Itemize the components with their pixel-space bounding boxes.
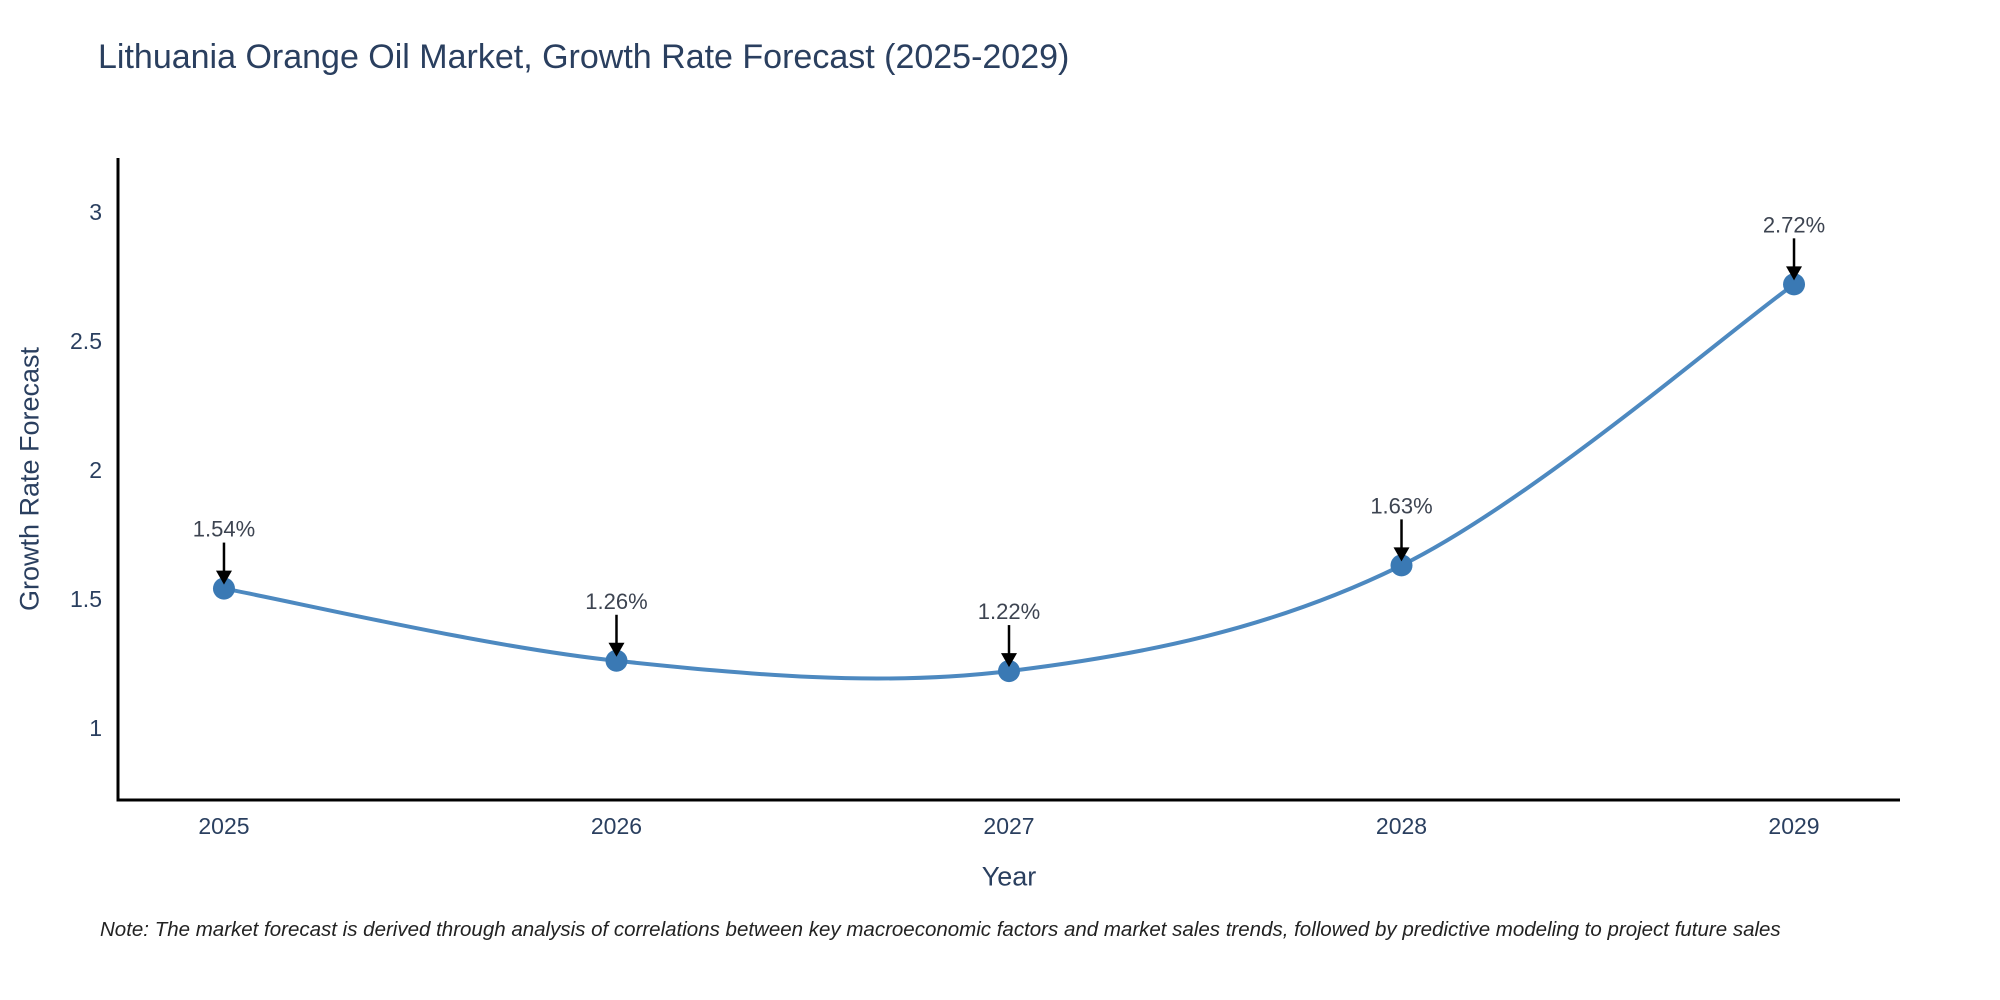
x-tick-label: 2029 [1768, 813, 1819, 839]
data-point-marker [212, 577, 235, 600]
annotation-arrowhead [1786, 266, 1803, 281]
annotation-label: 2.72% [1763, 212, 1825, 237]
chart-title: Lithuania Orange Oil Market, Growth Rate… [98, 38, 1070, 76]
x-tick-label: 2026 [591, 813, 642, 839]
y-tick-label: 3 [89, 199, 102, 225]
annotation-label: 1.54% [193, 517, 255, 542]
data-point-marker [1783, 273, 1806, 296]
forecast-line [221, 282, 1797, 681]
annotation-arrowhead [215, 570, 232, 585]
annotation-arrowhead [1001, 653, 1017, 668]
annotation-arrowhead [1393, 547, 1410, 562]
y-tick-label: 2 [89, 457, 102, 483]
annotation-arrowhead [608, 642, 625, 657]
x-tick-label: 2027 [983, 813, 1034, 839]
y-tick-label: 1 [89, 715, 102, 741]
data-point-marker [605, 649, 628, 672]
footnote: Note: The market forecast is derived thr… [100, 918, 1781, 941]
y-tick-label: 2.5 [70, 328, 102, 354]
x-tick-label: 2028 [1376, 813, 1427, 839]
annotation-label: 1.26% [585, 589, 647, 614]
x-axis-title: Year [981, 861, 1037, 892]
annotation-label: 1.63% [1370, 493, 1432, 518]
y-tick-label: 1.5 [70, 586, 102, 612]
annotation-label: 1.22% [978, 599, 1040, 624]
data-point-marker [1390, 554, 1413, 577]
x-tick-label: 2025 [198, 813, 249, 839]
data-point-marker [998, 660, 1020, 683]
